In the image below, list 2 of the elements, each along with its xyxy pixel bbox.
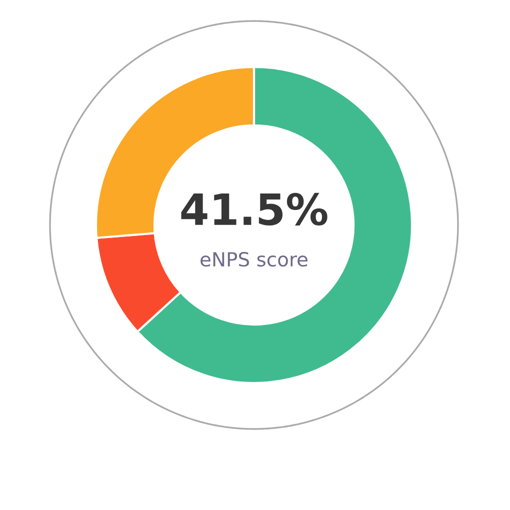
text: eNPS score <box>200 252 308 267</box>
text: 41.5% <box>181 192 328 226</box>
